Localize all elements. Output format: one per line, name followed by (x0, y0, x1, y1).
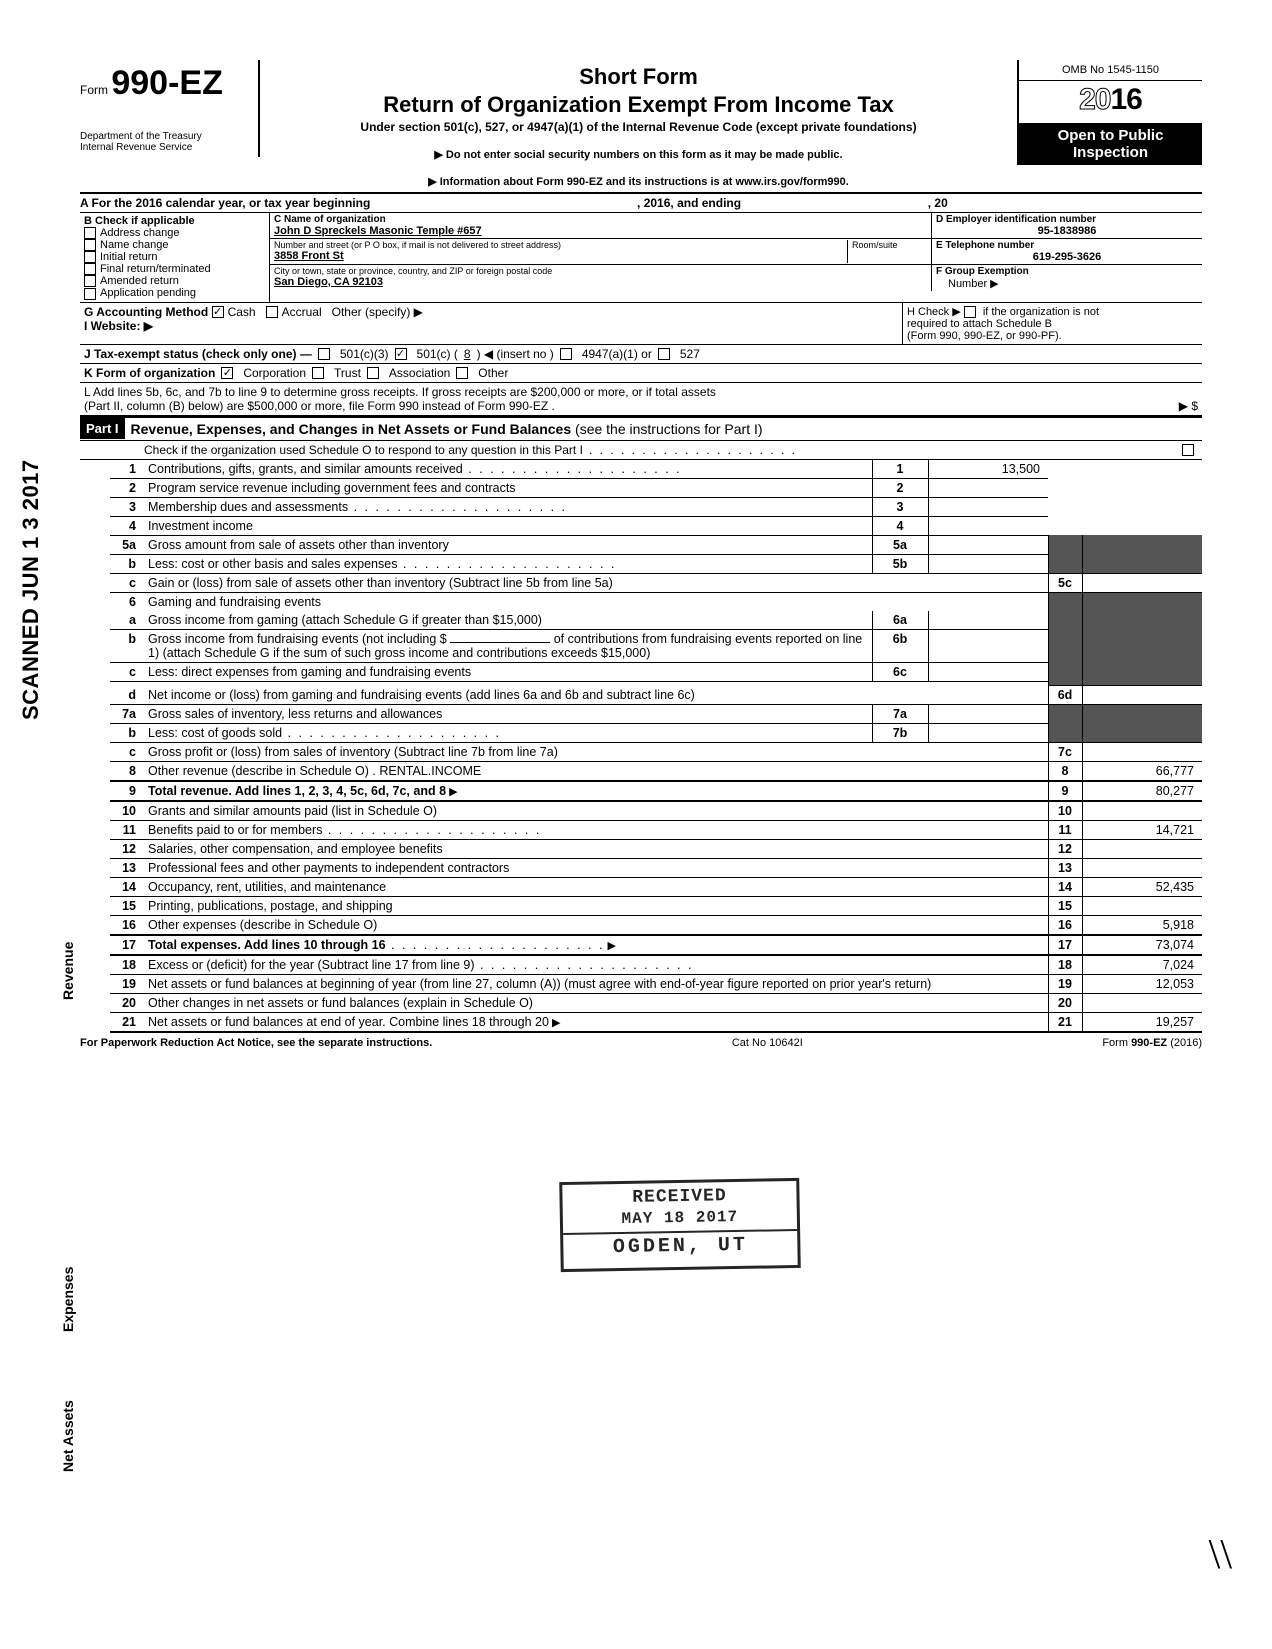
title-under: Under section 501(c), 527, or 4947(a)(1)… (268, 120, 1009, 134)
corner-mark: \\ (1209, 1531, 1232, 1579)
row-j: J Tax-exempt status (check only one) — 5… (80, 345, 1202, 364)
tax-year: 2016 (1019, 81, 1202, 123)
chk-501c3[interactable] (318, 348, 330, 360)
chk-initial[interactable]: Initial return (84, 251, 265, 263)
line-19: 19Net assets or fund balances at beginni… (110, 975, 1202, 994)
street: 3858 Front St (274, 250, 847, 262)
title-short: Short Form (268, 64, 1009, 90)
line-6c: cLess: direct expenses from gaming and f… (110, 662, 1202, 681)
line-6a: aGross income from gaming (attach Schedu… (110, 611, 1202, 630)
ein: 95-1838986 (936, 225, 1198, 237)
chk-amended[interactable]: Amended return (84, 275, 265, 287)
line-16: 16Other expenses (describe in Schedule O… (110, 916, 1202, 936)
line-7b: bLess: cost of goods sold7b (110, 724, 1202, 743)
line-14: 14Occupancy, rent, utilities, and mainte… (110, 878, 1202, 897)
label-expenses: Expenses (60, 1267, 76, 1332)
chk-schedule-b[interactable] (964, 306, 976, 318)
line-3: 3Membership dues and assessments3 (110, 497, 1202, 516)
line-8: 8Other revenue (describe in Schedule O) … (110, 762, 1202, 782)
title-main: Return of Organization Exempt From Incom… (268, 92, 1009, 118)
line-13: 13Professional fees and other payments t… (110, 859, 1202, 878)
addr-label: Number and street (or P O box, if mail i… (274, 240, 847, 250)
line-1: 1Contributions, gifts, grants, and simil… (110, 460, 1202, 479)
row-l: L Add lines 5b, 6c, and 7b to line 9 to … (80, 383, 1202, 416)
line-11: 11Benefits paid to or for members1114,72… (110, 821, 1202, 840)
chk-501c[interactable] (395, 348, 407, 360)
d-label: D Employer identification number (936, 214, 1198, 225)
chk-accrual[interactable] (266, 306, 278, 318)
page-footer: For Paperwork Reduction Act Notice, see … (80, 1037, 1202, 1049)
line-15: 15Printing, publications, postage, and s… (110, 897, 1202, 916)
dept-treasury: Department of the TreasuryInternal Reven… (80, 131, 252, 153)
f-label: F Group Exemption (936, 266, 1198, 277)
line-5a: 5aGross amount from sale of assets other… (110, 535, 1202, 554)
form-number: Form 990-EZ (80, 64, 252, 103)
received-stamp: RECEIVED MAY 18 2017 OGDEN, UT (559, 1178, 801, 1272)
form-header: Form 990-EZ Department of the TreasuryIn… (80, 60, 1202, 194)
line-20: 20Other changes in net assets or fund ba… (110, 994, 1202, 1013)
line-12: 12Salaries, other compensation, and empl… (110, 840, 1202, 859)
chk-corp[interactable] (221, 367, 233, 379)
line-9: 9Total revenue. Add lines 1, 2, 3, 4, 5c… (110, 781, 1202, 801)
chk-name[interactable]: Name change (84, 239, 265, 251)
org-name: John D Spreckels Masonic Temple #657 (274, 225, 927, 237)
scanned-stamp: SCANNED JUN 1 3 2017 (18, 459, 44, 720)
line-5c: cGain or (loss) from sale of assets othe… (110, 573, 1202, 592)
city: San Diego, CA 92103 (274, 276, 927, 288)
part1-header: Part I Revenue, Expenses, and Changes in… (80, 416, 1202, 441)
chk-address[interactable]: Address change (84, 227, 265, 239)
header-grid: B Check if applicable Address change Nam… (80, 213, 1202, 303)
line-6d: dNet income or (loss) from gaming and fu… (110, 686, 1202, 705)
chk-assoc[interactable] (367, 367, 379, 379)
line-21: 21Net assets or fund balances at end of … (110, 1013, 1202, 1033)
label-netassets: Net Assets (60, 1400, 76, 1472)
chk-trust[interactable] (312, 367, 324, 379)
chk-schedule-o[interactable] (1182, 444, 1194, 456)
phone: 619-295-3626 (936, 251, 1198, 263)
omb-number: OMB No 1545-1150 (1019, 60, 1202, 81)
line-7c: cGross profit or (loss) from sales of in… (110, 743, 1202, 762)
row-gh: G Accounting Method Cash Accrual Other (… (80, 303, 1202, 345)
line-5b: bLess: cost or other basis and sales exp… (110, 554, 1202, 573)
chk-cash[interactable] (212, 306, 224, 318)
chk-pending[interactable]: Application pending (84, 287, 265, 299)
b-header: B Check if applicable (84, 215, 265, 227)
c-label: C Name of organization (274, 214, 927, 225)
part1-check: Check if the organization used Schedule … (80, 441, 1202, 460)
line-18: 18Excess or (deficit) for the year (Subt… (110, 955, 1202, 975)
row-a: A For the 2016 calendar year, or tax yea… (80, 194, 1202, 213)
row-k: K Form of organization Corporation Trust… (80, 364, 1202, 383)
chk-4947[interactable] (560, 348, 572, 360)
line-17: 17Total expenses. Add lines 10 through 1… (110, 935, 1202, 955)
e-label: E Telephone number (936, 240, 1198, 251)
row-i: I Website: ▶ (84, 319, 898, 333)
label-revenue: Revenue (60, 942, 76, 1000)
chk-other[interactable] (456, 367, 468, 379)
line-2: 2Program service revenue including gover… (110, 478, 1202, 497)
city-label: City or town, state or province, country… (274, 266, 927, 276)
line-10: 10Grants and similar amounts paid (list … (110, 801, 1202, 821)
info-link: ▶ Information about Form 990-EZ and its … (268, 175, 1009, 188)
f-number: Number ▶ (936, 277, 1198, 290)
warn-ssn: ▶ Do not enter social security numbers o… (268, 148, 1009, 161)
line-4: 4Investment income4 (110, 516, 1202, 535)
line-7a: 7aGross sales of inventory, less returns… (110, 705, 1202, 724)
lines-table: 1Contributions, gifts, grants, and simil… (110, 460, 1202, 1034)
chk-final[interactable]: Final return/terminated (84, 263, 265, 275)
open-public: Open to PublicInspection (1019, 123, 1202, 165)
line-6b: bGross income from fundraising events (n… (110, 629, 1202, 662)
room-suite: Room/suite (847, 240, 927, 263)
line-6: 6Gaming and fundraising events (110, 592, 1202, 611)
chk-527[interactable] (658, 348, 670, 360)
